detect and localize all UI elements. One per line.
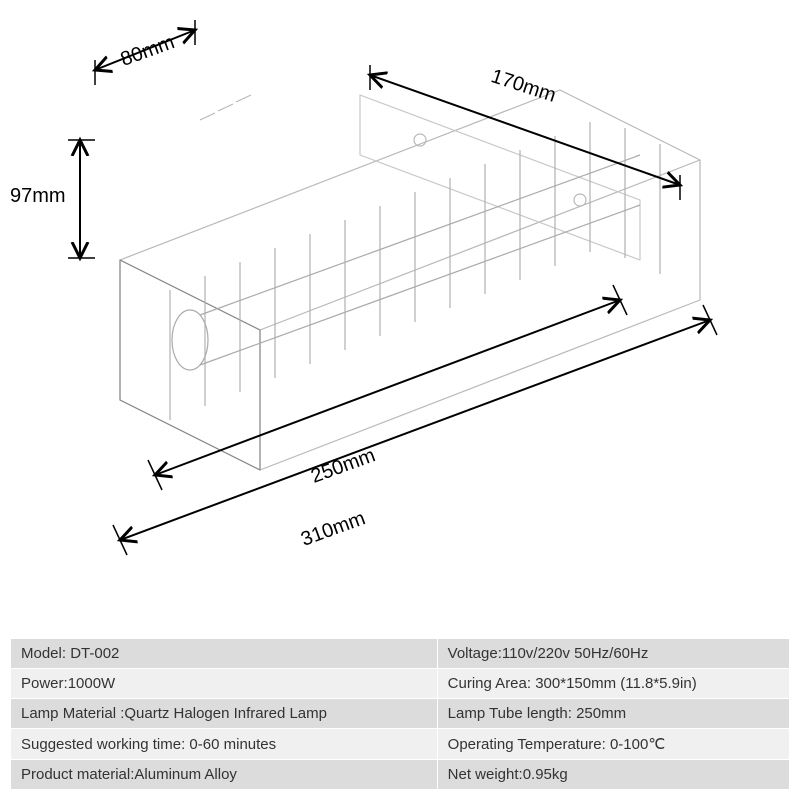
spec-cell: Model: DT-002	[11, 639, 438, 669]
table-row: Lamp Material :Quartz Halogen Infrared L…	[11, 699, 790, 729]
table-row: Product material:Aluminum Alloy Net weig…	[11, 760, 790, 790]
spec-cell: Lamp Tube length: 250mm	[437, 699, 789, 729]
table-row: Suggested working time: 0-60 minutes Ope…	[11, 729, 790, 760]
spec-cell: Power:1000W	[11, 669, 438, 699]
table-row: Power:1000W Curing Area: 300*150mm (11.8…	[11, 669, 790, 699]
spec-cell: Suggested working time: 0-60 minutes	[11, 729, 438, 760]
spec-cell: Curing Area: 300*150mm (11.8*5.9in)	[437, 669, 789, 699]
table-row: Model: DT-002 Voltage:110v/220v 50Hz/60H…	[11, 639, 790, 669]
technical-drawing: 80mm 170mm 97mm 250mm 310mm	[0, 0, 800, 590]
spec-cell: Voltage:110v/220v 50Hz/60Hz	[437, 639, 789, 669]
spec-table: Model: DT-002 Voltage:110v/220v 50Hz/60H…	[10, 638, 790, 790]
lamp-sketch-svg	[0, 0, 800, 590]
spec-cell: Operating Temperature: 0-100℃	[437, 729, 789, 760]
spec-cell: Lamp Material :Quartz Halogen Infrared L…	[11, 699, 438, 729]
dim-97mm: 97mm	[10, 185, 66, 208]
spec-cell: Net weight:0.95kg	[437, 760, 789, 790]
spec-cell: Product material:Aluminum Alloy	[11, 760, 438, 790]
